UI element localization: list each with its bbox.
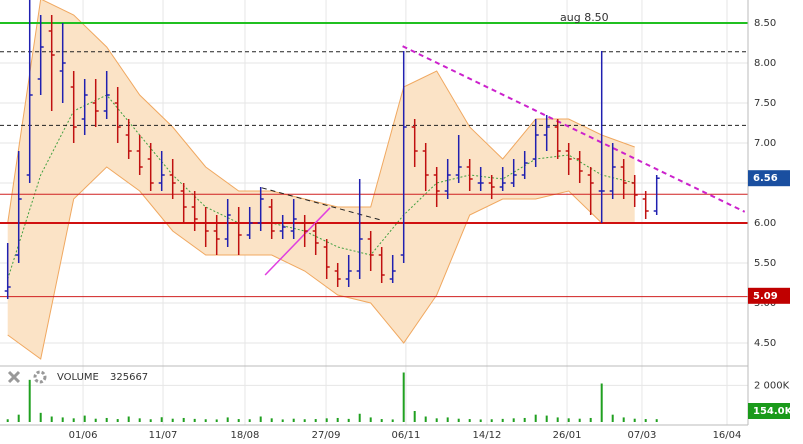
volume-bar bbox=[589, 417, 592, 422]
volume-bar bbox=[292, 418, 295, 422]
volume-bar bbox=[138, 418, 141, 422]
volume-bar bbox=[160, 417, 163, 422]
trend-line bbox=[264, 207, 331, 276]
volume-bar bbox=[358, 413, 361, 422]
plot-layer bbox=[0, 0, 748, 425]
y-tick-label: 5.50 bbox=[754, 258, 776, 269]
volume-bar bbox=[17, 414, 20, 422]
volume-bar bbox=[149, 419, 152, 422]
y-tick-label: 7.00 bbox=[754, 138, 776, 149]
last-price-label-box bbox=[748, 170, 790, 187]
volume-bar bbox=[567, 418, 570, 422]
level-marker-label-box bbox=[748, 287, 790, 304]
x-tick-label: 07/03 bbox=[628, 430, 657, 441]
trend-line bbox=[402, 45, 746, 213]
volume-bar bbox=[424, 416, 427, 422]
volume-bar bbox=[171, 418, 174, 422]
volume-bar bbox=[534, 414, 537, 422]
volume-bar bbox=[226, 417, 229, 422]
volume-bar bbox=[556, 417, 559, 422]
volume-bar bbox=[413, 411, 416, 422]
volume-bar bbox=[435, 418, 438, 422]
last-price-label: 6.56 bbox=[753, 173, 778, 184]
volume-total: 325667 bbox=[110, 372, 148, 383]
y-tick-label: 7.50 bbox=[754, 98, 776, 109]
volume-bar bbox=[600, 383, 603, 422]
volume-bar bbox=[303, 419, 306, 422]
volume-bar bbox=[479, 419, 482, 422]
x-tick-label: 18/08 bbox=[231, 430, 260, 441]
volume-bar bbox=[281, 419, 284, 422]
volume-bar bbox=[237, 419, 240, 422]
volume-bar bbox=[578, 418, 581, 422]
band-upper bbox=[7, 0, 635, 224]
volume-bar bbox=[193, 418, 196, 422]
volume-header bbox=[7, 370, 47, 384]
y-tick-label: 8.00 bbox=[754, 58, 776, 69]
volume-bar bbox=[336, 417, 339, 422]
band-lower bbox=[7, 166, 635, 360]
y-tick-label: 6.00 bbox=[754, 218, 776, 229]
volume-bar bbox=[369, 417, 372, 422]
volume-bar bbox=[39, 412, 42, 422]
y-tick-label: 8.50 bbox=[754, 18, 776, 29]
level-marker-label: 5.09 bbox=[753, 291, 778, 302]
volume-bar bbox=[182, 417, 185, 422]
volume-bar bbox=[545, 415, 548, 422]
volume-bar bbox=[127, 416, 130, 422]
band-middle bbox=[7, 94, 635, 280]
y-tick-label: 2 000K bbox=[754, 380, 790, 391]
volume-bar bbox=[622, 417, 625, 422]
x-tick-label: 16/04 bbox=[713, 430, 742, 441]
volume-bar bbox=[314, 419, 317, 422]
x-tick-label: 14/12 bbox=[473, 430, 502, 441]
volume-bar bbox=[215, 419, 218, 422]
volume-bar bbox=[644, 419, 647, 422]
close-icon[interactable] bbox=[7, 370, 21, 384]
x-tick-label: 06/11 bbox=[391, 430, 420, 441]
volume-bar bbox=[270, 418, 273, 422]
x-tick-label: 01/06 bbox=[69, 430, 98, 441]
volume-bar bbox=[50, 416, 53, 422]
band-area bbox=[7, 0, 635, 359]
volume-bar bbox=[116, 419, 119, 422]
volume-bar bbox=[61, 417, 64, 422]
volume-bar bbox=[325, 418, 328, 422]
volume-bar bbox=[83, 415, 86, 422]
last-volume-label-box bbox=[748, 403, 790, 419]
volume-bar bbox=[457, 418, 460, 422]
volume-bar bbox=[72, 418, 75, 422]
volume-bar bbox=[446, 417, 449, 422]
volume-bar bbox=[523, 417, 526, 422]
settings-icon[interactable] bbox=[33, 370, 47, 384]
volume-title: VOLUME bbox=[57, 372, 99, 383]
volume-bar bbox=[490, 419, 493, 422]
volume-bar bbox=[402, 372, 405, 422]
volume-bar bbox=[380, 419, 383, 422]
volume-bar bbox=[105, 417, 108, 422]
volume-bar bbox=[28, 379, 31, 422]
y-tick-label: 4.50 bbox=[754, 338, 776, 349]
volume-bar bbox=[611, 414, 614, 422]
volume-bar bbox=[501, 418, 504, 422]
volume-bar bbox=[204, 419, 207, 422]
volume-bar bbox=[6, 419, 9, 422]
volume-bar bbox=[468, 419, 471, 422]
volume-bar bbox=[259, 416, 262, 422]
volume-bar bbox=[248, 419, 251, 422]
last-volume-label: 154.0K bbox=[753, 406, 794, 417]
volume-bar bbox=[512, 418, 515, 422]
volume-bar bbox=[391, 419, 394, 422]
volume-bar bbox=[655, 419, 658, 422]
volume-bar bbox=[94, 418, 97, 422]
level-label: aug 8.50 bbox=[560, 11, 609, 24]
volume-bar bbox=[633, 418, 636, 422]
volume-bar bbox=[347, 418, 350, 422]
x-tick-label: 27/09 bbox=[312, 430, 341, 441]
x-tick-label: 11/07 bbox=[149, 430, 178, 441]
x-tick-label: 26/01 bbox=[553, 430, 582, 441]
